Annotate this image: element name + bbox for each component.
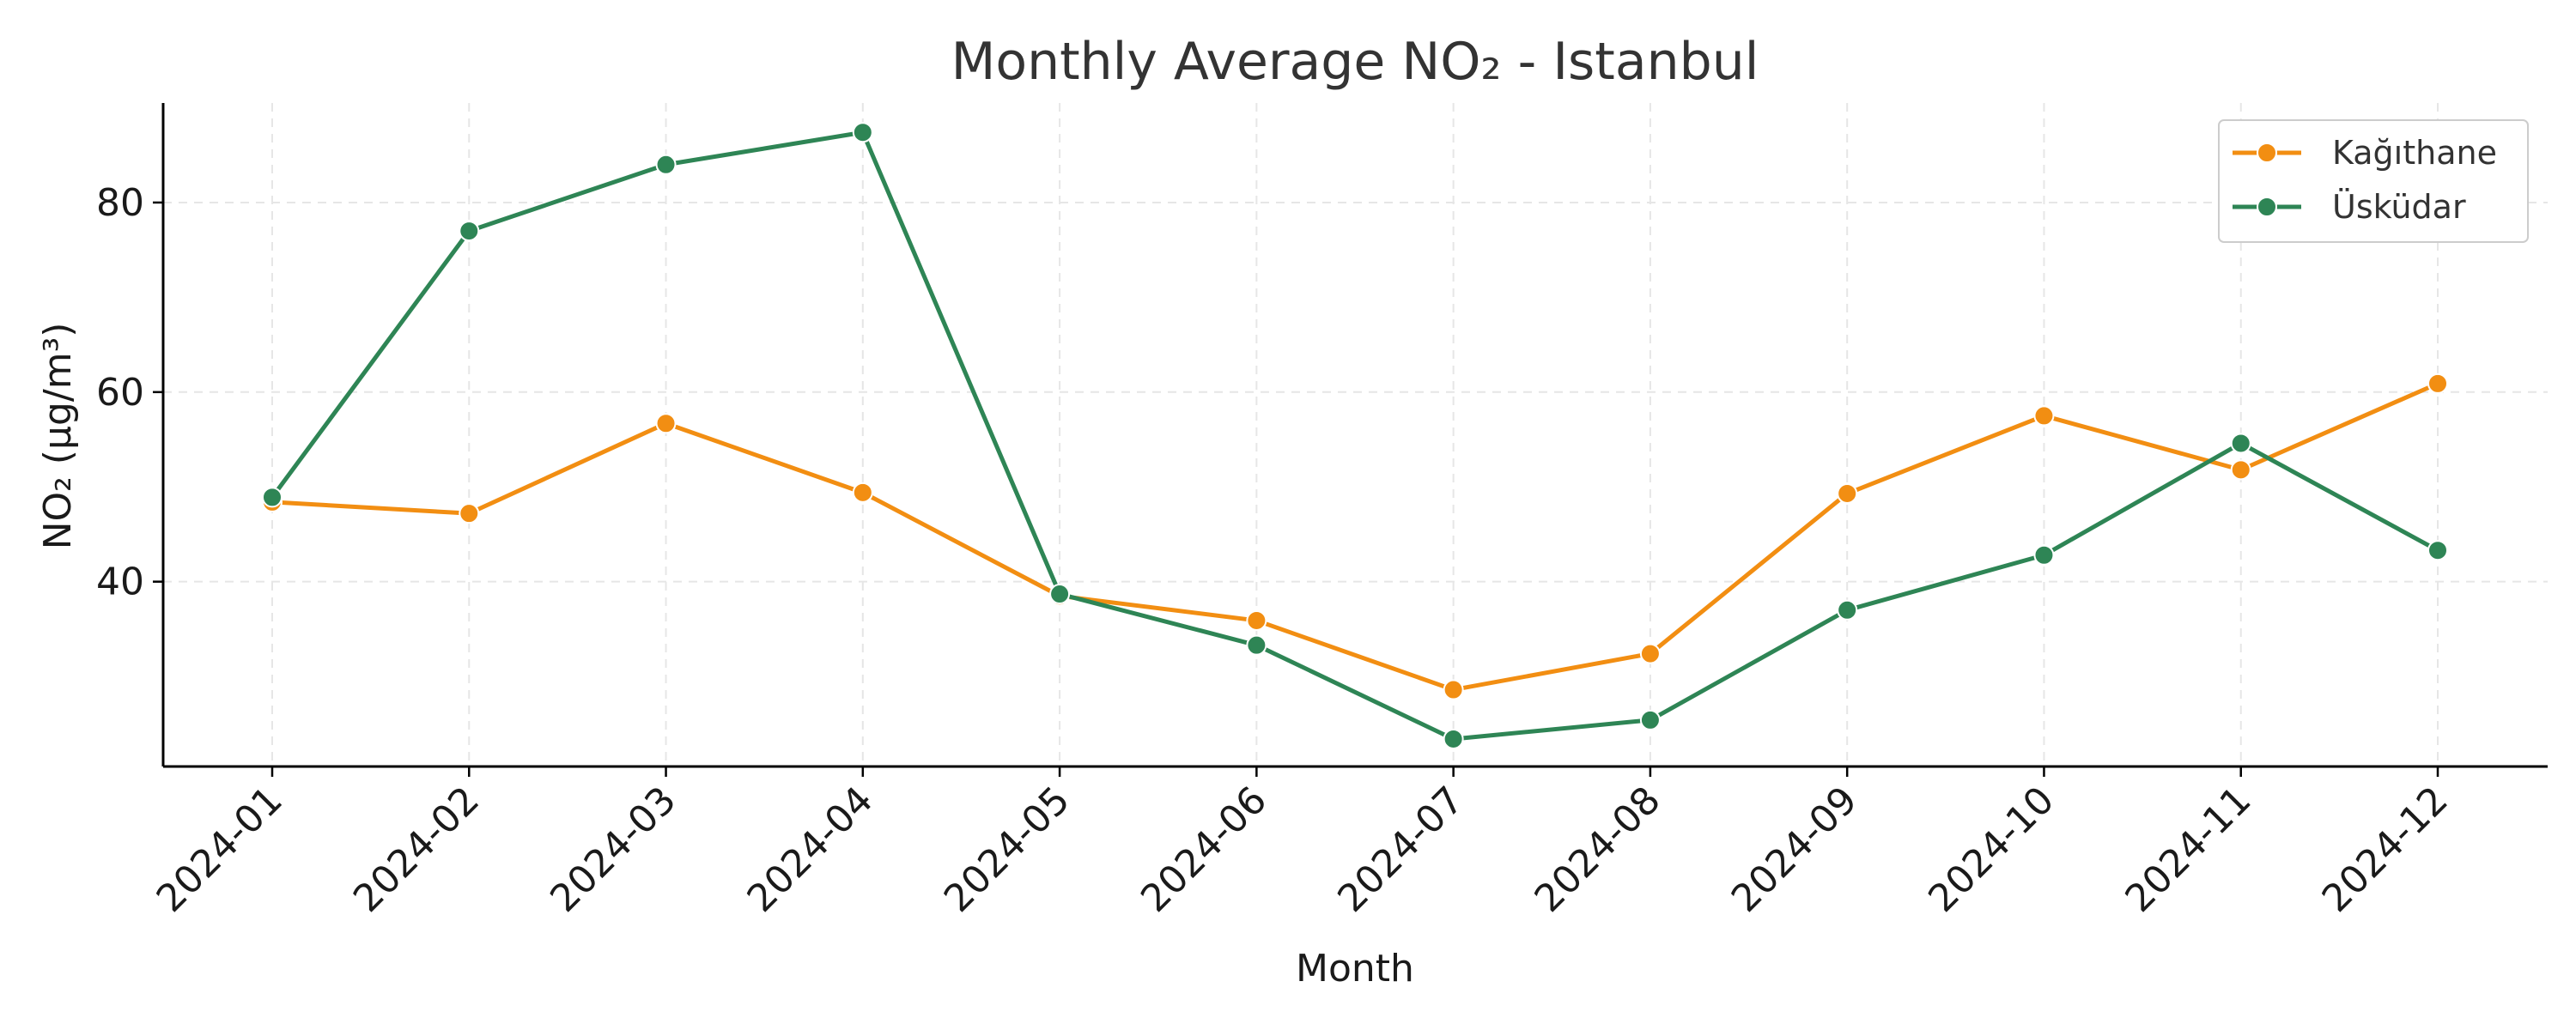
data-point: [2033, 544, 2055, 566]
series-layer: [262, 122, 2448, 749]
x-axis-label: Month: [1296, 947, 1414, 991]
x-tick-label: 2024-03: [542, 779, 684, 921]
legend-marker-kagithane: [2257, 142, 2277, 163]
x-tick-label: 2024-10: [1920, 779, 2063, 921]
y-tick-label: 80: [96, 181, 144, 225]
ticks-layer: 2024-01 2024-02 2024-03 2024-04 2024-05 2024-…: [96, 181, 2457, 921]
grid-layer: [163, 103, 2548, 766]
series-2: [262, 122, 2448, 749]
data-point: [852, 482, 873, 503]
x-tick-label: 2024-07: [1329, 779, 1472, 921]
data-point: [262, 487, 283, 508]
y-axis-label: NO₂ (µg/m³): [36, 323, 80, 550]
series-line: [270, 130, 2440, 742]
x-tick-label: 2024-06: [1133, 779, 1275, 921]
data-point: [1049, 584, 1071, 605]
legend-marker-uskudar: [2257, 197, 2277, 217]
data-point: [655, 413, 677, 434]
data-point: [2427, 540, 2448, 561]
data-point: [1837, 599, 1858, 621]
x-tick-label: 2024-02: [345, 779, 488, 921]
data-point: [1443, 728, 1464, 749]
legend-label-uskudar: Üsküdar: [2332, 188, 2466, 226]
data-point: [2033, 405, 2055, 427]
data-point: [1246, 634, 1267, 656]
x-tick-label: 2024-04: [739, 779, 882, 921]
data-point: [2427, 373, 2448, 394]
chart-title: Monthly Average NO₂ - Istanbul: [951, 32, 1759, 92]
data-point: [1639, 709, 1661, 730]
y-tick-label: 60: [96, 371, 144, 415]
axes-layer: [161, 103, 2548, 768]
y-tick-label: 40: [96, 560, 144, 604]
series-1: [262, 373, 2448, 700]
data-point: [1837, 482, 1858, 504]
data-point: [1246, 609, 1267, 631]
legend-label-kagithane: Kağıthane: [2332, 134, 2497, 172]
data-point: [852, 122, 873, 143]
x-tick-label: 2024-05: [936, 779, 1078, 921]
series-line: [270, 381, 2440, 693]
x-tick-label: 2024-01: [149, 779, 291, 921]
data-point: [459, 503, 480, 524]
data-point: [1639, 643, 1661, 664]
data-point: [459, 221, 480, 242]
data-point: [2230, 433, 2251, 454]
x-tick-label: 2024-09: [1723, 779, 1866, 921]
data-point: [655, 154, 677, 175]
legend: Kağıthane Üsküdar: [2218, 119, 2529, 243]
x-tick-label: 2024-12: [2314, 779, 2457, 921]
data-point: [2230, 459, 2251, 481]
x-tick-label: 2024-08: [1527, 779, 1669, 921]
x-tick-label: 2024-11: [2117, 779, 2259, 921]
data-point: [1443, 679, 1464, 700]
